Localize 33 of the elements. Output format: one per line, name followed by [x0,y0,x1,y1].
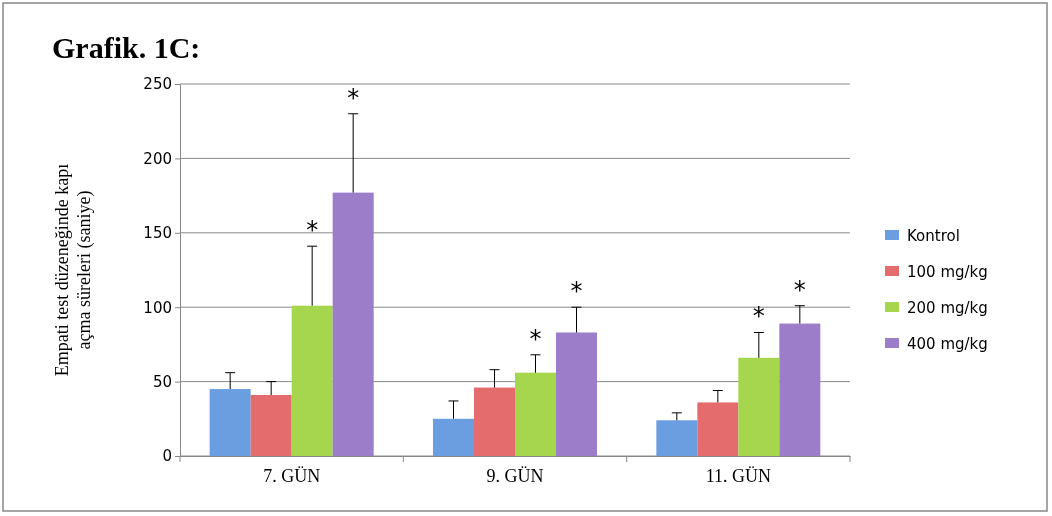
bar [697,402,739,456]
y-tick-label: 200 [143,149,172,168]
y-tick-label: 150 [143,224,172,243]
legend-label: Kontrol [907,227,960,245]
annotation: * [347,83,360,112]
annotation: * [570,277,583,306]
legend-label: 200 mg/kg [907,299,988,317]
bar [515,372,556,456]
annotation: * [752,302,765,331]
y-axis-title: Empati test düzeneğinde kapı açma süreleri (saniye) [52,163,95,377]
annotation: * [793,275,806,304]
y-tick-label: 100 [143,298,172,317]
bar [738,357,780,456]
bar [556,332,597,456]
bar [433,418,474,456]
x-tick-label: 9. GÜN [486,466,544,487]
y-tick-label: 50 [152,372,172,391]
bar [779,323,821,456]
legend-label: 400 mg/kg [907,335,988,353]
bar [209,389,251,456]
y-tick-label: 250 [143,75,172,94]
bar [291,305,333,456]
bar [250,394,292,456]
bar [656,420,698,456]
y-tick-label: 0 [162,447,172,466]
x-tick-label: 11. GÜN [705,466,772,487]
bar [474,387,515,456]
legend-label: 100 mg/kg [907,263,988,281]
x-tick-label: 7. GÜN [263,466,321,487]
chart-title: Grafik. 1C: [52,31,201,64]
annotation: * [306,216,319,245]
annotation: * [529,324,542,353]
bar [332,192,374,456]
